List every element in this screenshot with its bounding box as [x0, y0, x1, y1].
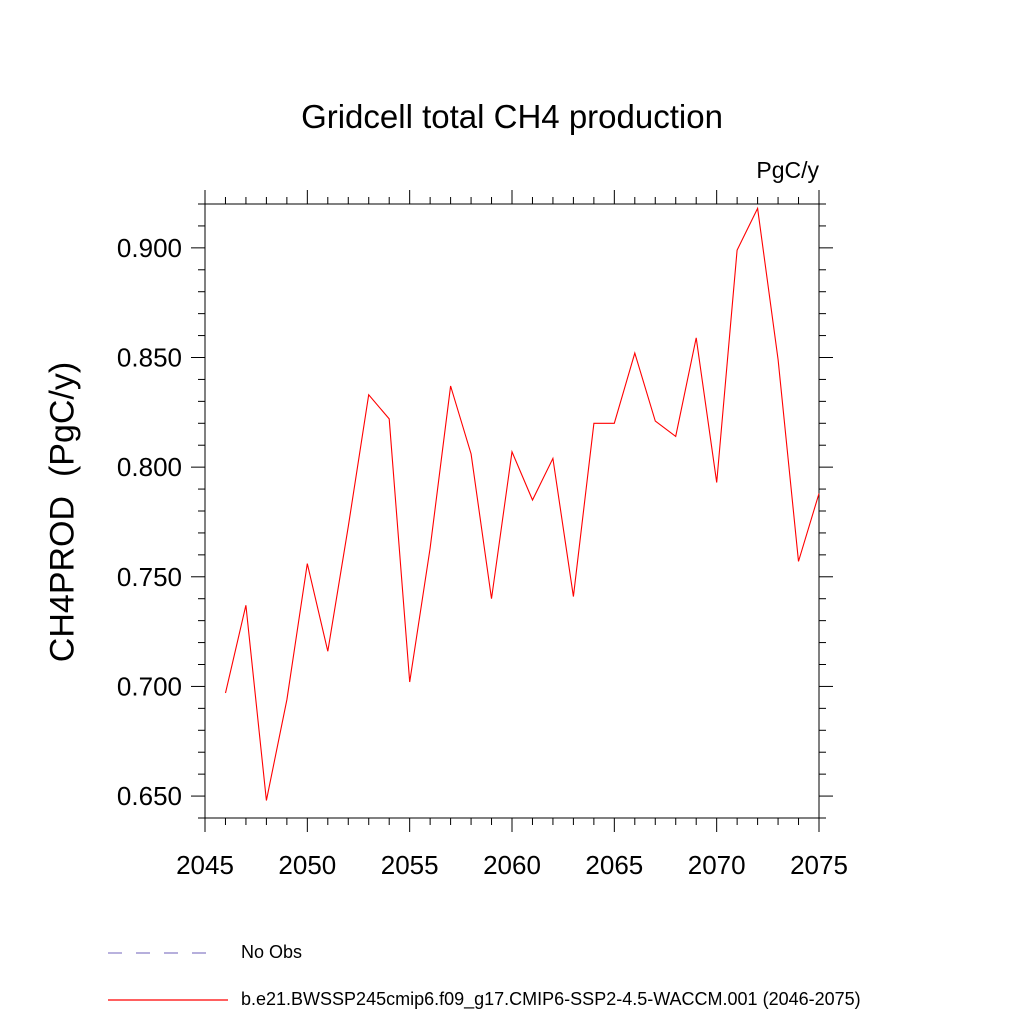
x-tick-label: 2050: [278, 850, 336, 880]
y-tick-label: 0.850: [117, 343, 182, 373]
chart-title: Gridcell total CH4 production: [301, 98, 723, 135]
series-line-0: [224, 206, 820, 801]
y-tick-label: 0.650: [117, 781, 182, 811]
y-axis-label: CH4PROD (PgC/y): [43, 361, 82, 663]
x-tick-label: 2055: [381, 850, 439, 880]
x-tick-label: 2070: [688, 850, 746, 880]
y-tick-label: 0.750: [117, 562, 182, 592]
plot-frame: [204, 203, 820, 819]
y-tick-label: 0.900: [117, 233, 182, 263]
units-label: PgC/y: [756, 157, 819, 183]
y-tick-label: 0.700: [117, 671, 182, 701]
y-tick-label: 0.800: [117, 452, 182, 482]
x-tick-label: 2060: [483, 850, 541, 880]
x-tick-label: 2045: [176, 850, 234, 880]
x-tick-label: 2075: [790, 850, 848, 880]
plot-marks: [224, 206, 820, 801]
x-tick-label: 2065: [585, 850, 643, 880]
plot-axes: 2045 2050 2055 2060 2065 2070 2075 0.650 0.700 0.…: [117, 190, 848, 880]
